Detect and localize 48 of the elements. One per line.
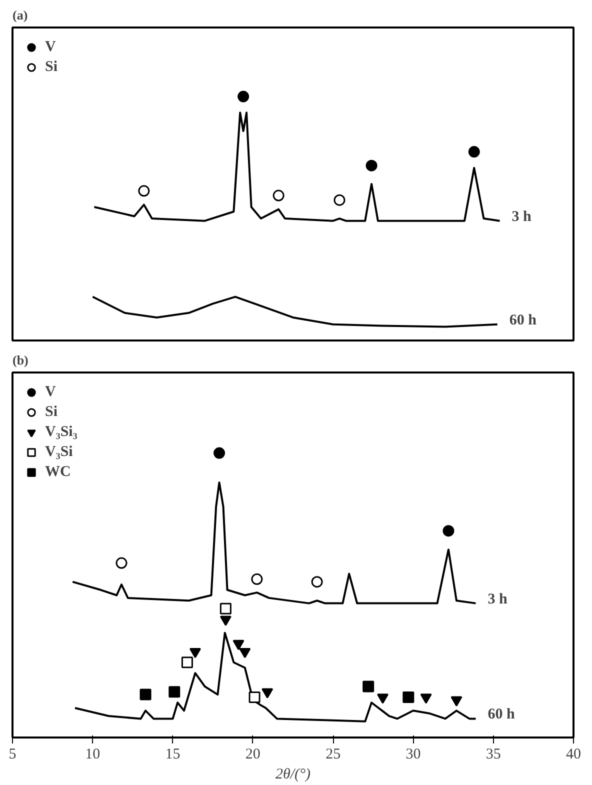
point [220, 602, 232, 614]
legend-label: V₃Si [45, 444, 73, 460]
point [468, 146, 480, 158]
point [189, 648, 201, 658]
x-tick-label: 5 [8, 746, 16, 762]
legend-label: WC [45, 464, 71, 480]
point [248, 691, 260, 703]
legend-label: V [45, 38, 57, 56]
x-tick-label: 35 [486, 746, 501, 762]
point [442, 525, 454, 537]
point [140, 688, 152, 700]
series-label: 3 h [488, 591, 508, 608]
x-tick-label: 10 [85, 746, 100, 762]
series-label: 3 h [512, 208, 532, 225]
point [366, 160, 378, 172]
x-tick-label: 15 [165, 746, 180, 762]
point [272, 190, 284, 202]
point [377, 694, 389, 704]
point [138, 185, 150, 197]
point [232, 640, 244, 650]
series-label: 60 h [488, 706, 516, 723]
x-tick-label: 25 [326, 746, 341, 762]
point [116, 557, 128, 569]
point [402, 691, 414, 703]
legend-label: V [45, 384, 57, 400]
x-axis-title: 2θ/(°) [275, 766, 311, 782]
point [168, 686, 180, 698]
point [238, 90, 250, 102]
legend-label: Si [45, 404, 59, 420]
point [251, 573, 263, 585]
point [362, 680, 374, 692]
point [239, 648, 251, 658]
x-tick-label: 20 [245, 746, 260, 762]
point [311, 576, 323, 588]
x-tick-label: 30 [406, 746, 421, 762]
legend-label: V₃Si₃ [45, 424, 78, 440]
point [334, 194, 346, 206]
point [262, 688, 274, 698]
point [214, 447, 226, 459]
point [181, 656, 193, 668]
point [450, 696, 462, 706]
series-label: 60 h [509, 312, 538, 328]
point [220, 616, 232, 626]
chart-title: (a) [12, 8, 28, 22]
legend-label: Si [45, 58, 59, 76]
point [420, 694, 432, 704]
chart-title: (b) [12, 352, 28, 368]
x-tick-label: 40 [566, 746, 581, 762]
